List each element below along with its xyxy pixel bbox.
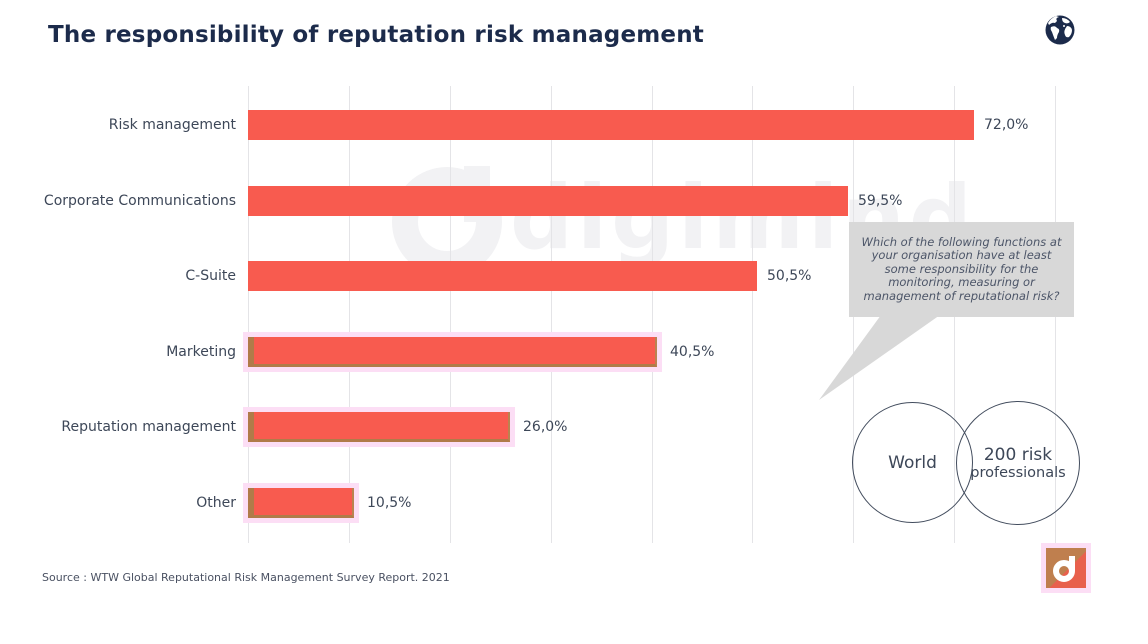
- category-label: C-Suite: [185, 268, 236, 284]
- value-label: 26,0%: [523, 419, 568, 435]
- category-label: Marketing: [166, 344, 236, 360]
- venn-professionals-label-line1: 200 risk: [983, 445, 1053, 465]
- globe-icon: [1045, 15, 1075, 45]
- gridline: [450, 86, 451, 543]
- category-label: Reputation management: [61, 419, 236, 435]
- gridline: [551, 86, 552, 543]
- question-callout-text: Which of the following functions at your…: [861, 234, 1062, 303]
- gridline: [652, 86, 653, 543]
- value-label: 59,5%: [858, 193, 903, 209]
- digimind-logo-d-icon: [1053, 556, 1075, 582]
- gridline: [752, 86, 753, 543]
- bar-reputation-management: [248, 412, 510, 442]
- category-label: Corporate Communications: [43, 193, 236, 209]
- value-label: 10,5%: [367, 495, 412, 511]
- bar-marketing: [248, 337, 657, 367]
- bar-risk-management: [248, 110, 974, 140]
- question-callout: Which of the following functions at your…: [849, 222, 1074, 317]
- venn-circle-professionals: 200 risk professionals: [956, 401, 1080, 525]
- gridline: [349, 86, 350, 543]
- source-attribution: Source : WTW Global Reputational Risk Ma…: [42, 571, 450, 584]
- venn-circle-world: World: [852, 402, 973, 523]
- venn-world-label: World: [888, 452, 937, 473]
- page-title: The responsibility of reputation risk ma…: [48, 22, 704, 48]
- gridline: [248, 86, 249, 543]
- bar-c-suite: [248, 261, 757, 291]
- category-label: Other: [196, 495, 236, 511]
- digimind-logo: [1046, 548, 1086, 588]
- category-label: Risk management: [108, 117, 236, 133]
- value-label: 50,5%: [767, 268, 812, 284]
- value-label: 40,5%: [670, 344, 715, 360]
- bar-corporate-communications: [248, 186, 848, 216]
- bar-other: [248, 488, 354, 518]
- value-label: 72,0%: [984, 117, 1029, 133]
- question-callout-tail: [819, 315, 940, 400]
- venn-professionals-label-line2: professionals: [970, 465, 1066, 481]
